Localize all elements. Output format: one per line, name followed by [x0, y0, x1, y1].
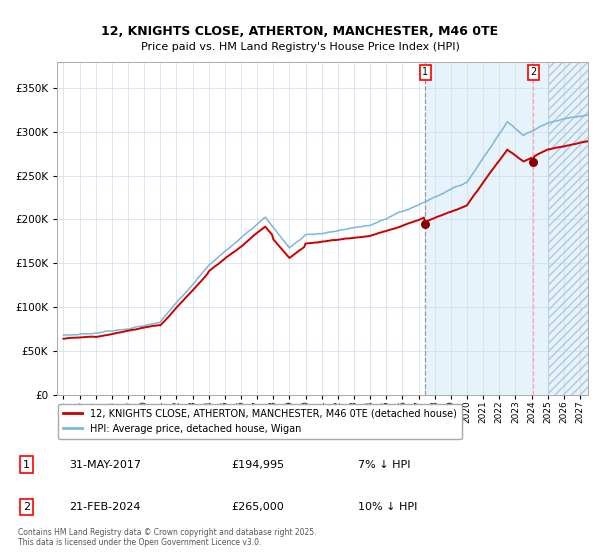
Text: 7% ↓ HPI: 7% ↓ HPI [358, 460, 410, 470]
Text: 1: 1 [422, 67, 428, 77]
Text: 31-MAY-2017: 31-MAY-2017 [70, 460, 142, 470]
Text: £194,995: £194,995 [231, 460, 284, 470]
Text: 1: 1 [23, 460, 30, 470]
Text: Contains HM Land Registry data © Crown copyright and database right 2025.
This d: Contains HM Land Registry data © Crown c… [18, 528, 317, 547]
Legend: 12, KNIGHTS CLOSE, ATHERTON, MANCHESTER, M46 0TE (detached house), HPI: Average : 12, KNIGHTS CLOSE, ATHERTON, MANCHESTER,… [58, 404, 462, 438]
Text: 21-FEB-2024: 21-FEB-2024 [70, 502, 141, 512]
Text: £265,000: £265,000 [231, 502, 284, 512]
Text: Price paid vs. HM Land Registry's House Price Index (HPI): Price paid vs. HM Land Registry's House … [140, 42, 460, 52]
Bar [425, 62, 588, 395]
Text: 2: 2 [530, 67, 536, 77]
Text: 12, KNIGHTS CLOSE, ATHERTON, MANCHESTER, M46 0TE: 12, KNIGHTS CLOSE, ATHERTON, MANCHESTER,… [101, 25, 499, 38]
Text: 2: 2 [23, 502, 30, 512]
Bar [548, 62, 588, 395]
Text: 10% ↓ HPI: 10% ↓ HPI [358, 502, 417, 512]
